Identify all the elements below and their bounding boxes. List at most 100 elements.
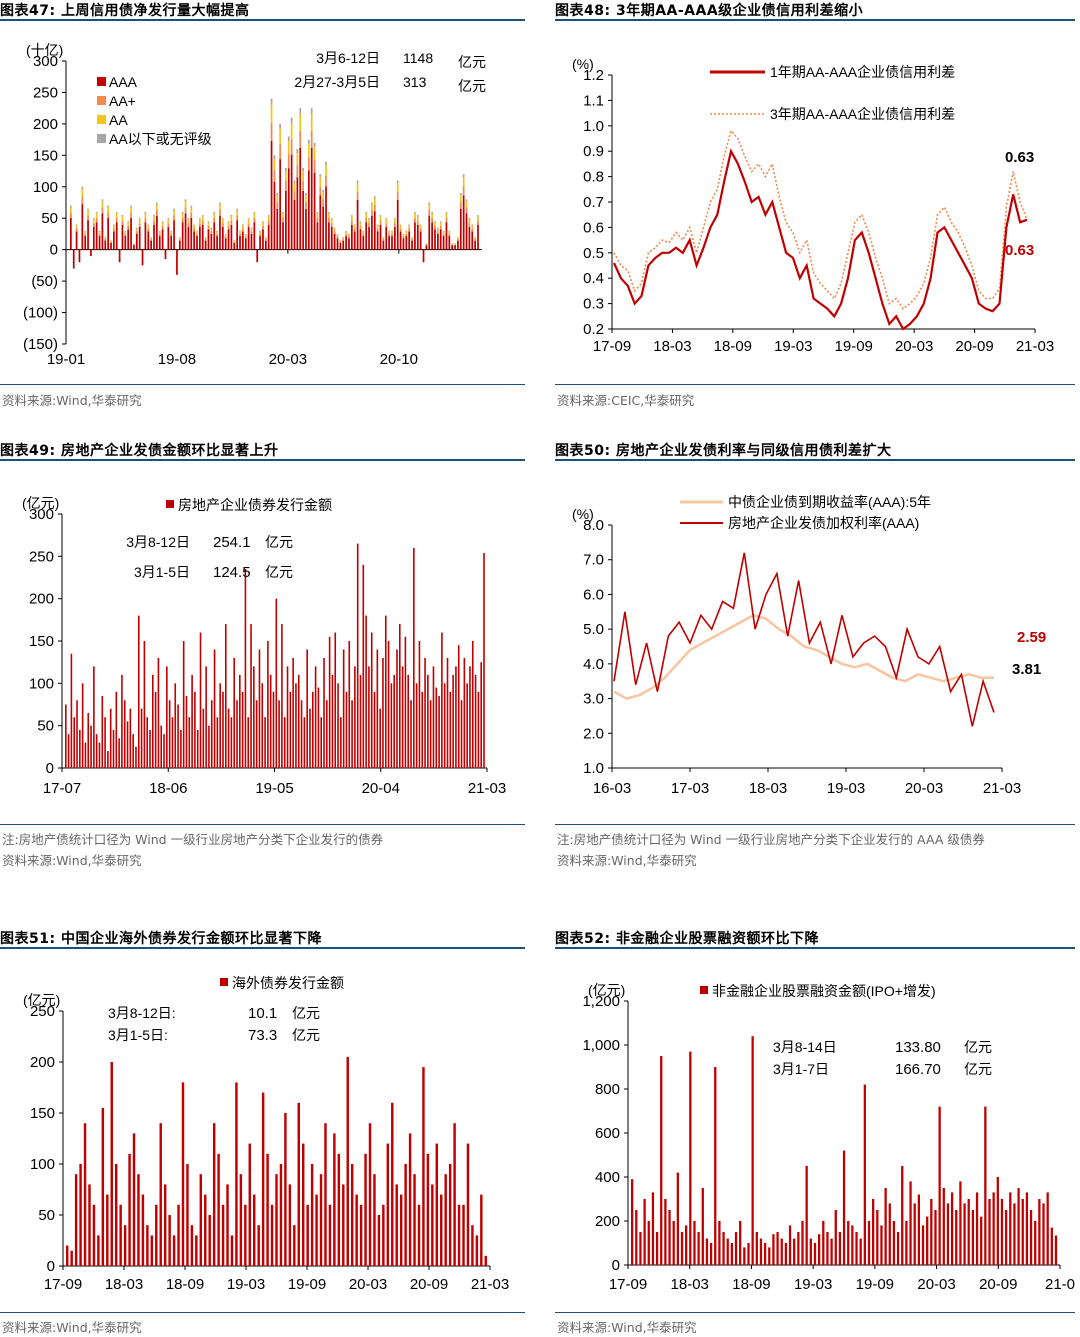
bar-segment	[388, 236, 390, 250]
bar-segment	[144, 211, 147, 214]
bar-segment	[299, 108, 302, 114]
bar	[283, 717, 286, 768]
bar-segment	[147, 225, 150, 229]
bar-segment	[247, 219, 250, 224]
bar-segment	[399, 224, 402, 226]
bar	[793, 1238, 796, 1265]
bar-segment	[353, 225, 356, 229]
bar	[477, 691, 480, 768]
bar-segment	[356, 183, 359, 192]
bar-segment	[262, 225, 264, 230]
bar	[660, 1056, 663, 1265]
bar	[297, 1102, 300, 1266]
bar	[244, 569, 247, 768]
bar-segment	[279, 123, 282, 129]
bar	[975, 1192, 979, 1265]
bar-segment	[348, 236, 350, 239]
bar-segment	[313, 147, 316, 160]
bar-segment	[135, 227, 138, 229]
bar-segment	[115, 213, 118, 218]
chart-title: 图表48: 3年期AA-AAA级企业债信用利差缩小	[555, 3, 864, 19]
bar-segment	[207, 229, 210, 250]
bar	[177, 1204, 180, 1266]
legend-label: 3年期AA-AAA企业债信用利差	[770, 106, 955, 122]
bar-segment	[422, 249, 425, 263]
bar	[152, 674, 154, 768]
bar	[859, 1238, 862, 1265]
legend-swatch	[97, 77, 106, 86]
bar	[373, 691, 376, 768]
bar-segment	[193, 224, 196, 226]
bar	[328, 1204, 332, 1266]
bar	[248, 1143, 252, 1266]
bar	[110, 1062, 113, 1266]
bar	[104, 717, 106, 768]
bar	[772, 1234, 775, 1265]
bar	[830, 1238, 833, 1265]
bar-segment	[302, 171, 304, 181]
bar-segment	[350, 224, 353, 250]
bar-segment	[448, 230, 451, 232]
bar	[315, 1194, 318, 1266]
y-tick-label: 200	[30, 1054, 55, 1071]
bar-segment	[411, 237, 413, 238]
bar	[356, 543, 359, 768]
bar-segment	[124, 230, 127, 232]
bar	[90, 725, 92, 768]
bar	[822, 1221, 825, 1265]
y-tick-label: 0.2	[583, 321, 604, 338]
bar	[301, 1143, 305, 1266]
bar-segment	[462, 174, 465, 178]
bar-segment	[118, 249, 121, 263]
bar	[303, 717, 306, 768]
bar	[643, 1199, 646, 1265]
bar	[73, 717, 76, 768]
bar	[705, 1238, 709, 1265]
bar-segment	[196, 236, 198, 250]
bar-segment	[193, 228, 196, 232]
bar-segment	[428, 204, 431, 211]
bar-segment	[213, 217, 216, 223]
bar	[258, 649, 261, 768]
bar-segment	[270, 122, 273, 141]
y-axis-unit: (十亿)	[26, 42, 63, 58]
bar	[70, 653, 73, 768]
bar-segment	[428, 210, 431, 216]
bar-segment	[325, 161, 327, 166]
bar	[275, 598, 278, 768]
bar	[452, 674, 454, 768]
bar-segment	[127, 222, 130, 226]
bar	[930, 1199, 933, 1265]
bar	[129, 708, 132, 768]
bar-segment	[221, 223, 224, 228]
bar	[393, 674, 395, 768]
bar-segment	[316, 222, 319, 250]
bar-segment	[81, 186, 84, 190]
bar	[404, 1164, 407, 1266]
bar	[370, 632, 373, 768]
bar	[132, 1133, 136, 1266]
bar-segment	[138, 227, 141, 250]
bar	[140, 708, 143, 768]
bar-segment	[345, 236, 347, 250]
y-tick-label: 1.0	[583, 118, 604, 135]
bar	[449, 691, 452, 768]
bar-segment	[95, 213, 98, 218]
bar-segment	[307, 139, 310, 145]
chart-52: 1,200 1,000 800 600 400 200 0 17-09 18-03 18-09 19…	[582, 982, 1075, 1293]
annotation-value: 133.80	[895, 1039, 941, 1056]
bar-segment	[411, 239, 413, 241]
bar-segment	[442, 233, 445, 237]
bar	[901, 1166, 904, 1265]
bar-segment	[276, 208, 279, 250]
bar-segment	[239, 236, 241, 250]
bar-segment	[267, 220, 270, 225]
bar	[664, 1199, 667, 1265]
annotation-value: 254.1	[213, 534, 251, 551]
bar	[382, 657, 384, 768]
bar-segment	[110, 241, 112, 243]
bar-segment	[204, 237, 207, 238]
bar-segment	[121, 216, 124, 221]
bar-segment	[434, 221, 436, 223]
bar-segment	[445, 222, 448, 250]
